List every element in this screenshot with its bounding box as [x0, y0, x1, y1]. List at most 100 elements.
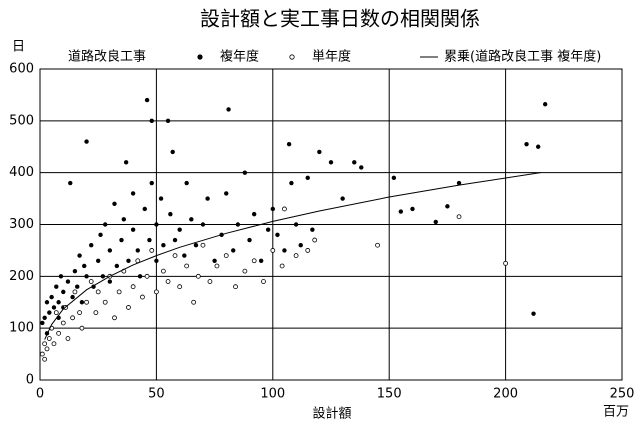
point	[456, 180, 462, 186]
legend-label: 累乗(道路改良工事 複年度)	[444, 49, 601, 65]
point	[312, 237, 318, 243]
point	[140, 294, 145, 300]
point	[51, 341, 57, 347]
x-tick-label: 250	[610, 387, 635, 402]
point	[42, 356, 48, 362]
point	[72, 268, 78, 274]
point	[58, 274, 64, 279]
point	[154, 222, 159, 227]
point	[75, 284, 80, 289]
point	[398, 209, 404, 214]
point	[542, 102, 548, 107]
point	[130, 227, 136, 232]
trend-line	[44, 172, 541, 340]
x-axis-label: 設計額	[312, 406, 351, 422]
point	[247, 237, 252, 243]
point	[102, 299, 108, 305]
point	[135, 248, 140, 253]
point	[79, 300, 85, 305]
point	[205, 196, 210, 201]
y-tick-label: 600	[9, 62, 34, 77]
point	[65, 336, 71, 341]
point	[130, 284, 136, 290]
y-tick-label: 0	[26, 373, 34, 388]
point	[456, 214, 462, 220]
y-tick-label: 500	[9, 113, 34, 128]
point	[142, 206, 147, 212]
point	[310, 227, 315, 232]
point	[172, 237, 178, 243]
point	[223, 253, 229, 259]
point	[286, 141, 292, 147]
point	[53, 310, 59, 316]
point	[189, 217, 194, 222]
point	[235, 222, 241, 227]
y-tick-label: 300	[9, 217, 34, 232]
point	[328, 160, 334, 165]
point	[65, 279, 71, 284]
point	[114, 263, 120, 269]
point	[531, 311, 536, 316]
point	[305, 175, 310, 181]
point	[79, 325, 85, 331]
point	[56, 330, 62, 336]
point	[72, 289, 78, 295]
chart-title: 設計額と実工事日数の相関関係	[200, 7, 480, 31]
point	[161, 243, 166, 248]
point	[317, 149, 322, 155]
point	[84, 139, 89, 144]
point	[177, 227, 182, 232]
x-tick-label: 200	[493, 387, 518, 402]
point	[130, 191, 136, 196]
point	[44, 300, 50, 305]
point	[293, 253, 299, 259]
point	[153, 289, 159, 295]
point	[137, 274, 143, 279]
point	[172, 253, 178, 259]
point	[95, 289, 101, 295]
x-tick-label: 150	[377, 387, 402, 402]
point	[126, 305, 131, 310]
point	[340, 196, 345, 201]
point	[39, 351, 45, 357]
point	[107, 279, 113, 284]
point	[89, 243, 94, 248]
point	[193, 243, 199, 248]
point	[154, 258, 159, 263]
point	[77, 310, 82, 316]
point	[88, 279, 94, 284]
point	[165, 118, 171, 124]
point	[251, 211, 257, 217]
point	[42, 341, 48, 347]
point	[282, 206, 287, 212]
point	[51, 305, 57, 310]
point	[524, 141, 529, 147]
point	[102, 222, 108, 227]
point	[214, 263, 220, 269]
point	[116, 289, 122, 295]
point	[112, 201, 117, 206]
point	[207, 279, 213, 284]
point	[270, 248, 276, 253]
point	[168, 211, 173, 217]
point	[445, 204, 450, 209]
point	[182, 253, 187, 258]
point	[165, 279, 171, 284]
point	[375, 242, 380, 248]
point	[44, 346, 50, 352]
point	[84, 274, 89, 279]
point	[282, 248, 287, 253]
point	[70, 315, 75, 321]
point	[242, 268, 248, 274]
point	[47, 310, 52, 315]
legend-label: 単年度	[312, 49, 351, 65]
point	[293, 222, 299, 227]
x-tick-label: 50	[148, 387, 165, 402]
point	[195, 273, 201, 279]
point	[289, 180, 294, 186]
legend-label: 複年度	[220, 49, 259, 65]
point	[144, 97, 150, 103]
point	[200, 242, 206, 248]
point	[184, 180, 189, 186]
y-tick-label: 100	[9, 321, 34, 336]
